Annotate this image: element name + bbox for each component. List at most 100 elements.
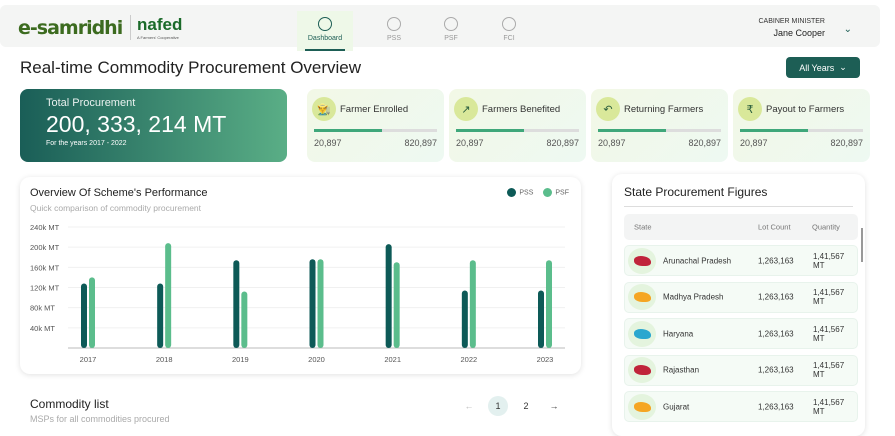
- page-1-button[interactable]: 1: [488, 396, 508, 416]
- bar-psf-2019: [241, 291, 248, 348]
- state-procurement-panel: State Procurement Figures State Lot Coun…: [612, 174, 865, 436]
- coins-icon: [387, 17, 401, 31]
- x-tick-label: 2017: [80, 355, 97, 364]
- page-title: Real-time Commodity Procurement Overview: [20, 58, 362, 77]
- state-map-icon: [628, 247, 656, 274]
- table-row[interactable]: Madhya Pradesh 1,263,163 1,41,567 MT: [624, 281, 858, 313]
- table-row[interactable]: Arunachal Pradesh 1,263,163 1,41,567 MT: [624, 245, 858, 276]
- state-name: Haryana: [663, 329, 694, 338]
- lot-count: 1,263,163: [758, 402, 794, 411]
- card-min: 20,897: [456, 138, 484, 148]
- progress-bar: [740, 129, 863, 132]
- nav-label: PSS: [386, 35, 401, 42]
- quantity: 1,41,567 MT: [813, 397, 845, 416]
- page-2-button[interactable]: 2: [523, 401, 529, 411]
- card-min: 20,897: [740, 138, 768, 148]
- x-tick-label: 2020: [308, 355, 325, 364]
- chart-subtitle: Quick comparison of commodity procuremen…: [30, 203, 202, 213]
- lot-count: 1,263,163: [758, 256, 794, 265]
- bar-psf-2020: [317, 259, 324, 348]
- nav-label: Dashboard: [307, 35, 343, 42]
- col-quantity: Quantity: [812, 222, 840, 232]
- card-title: Farmers Benefited: [482, 103, 561, 115]
- table-header: State Lot Count Quantity: [624, 214, 858, 240]
- user-menu[interactable]: CABINER MINISTER Jane Cooper: [758, 18, 825, 38]
- quantity: 1,41,567 MT: [813, 361, 845, 379]
- commodity-list-title: Commodity list: [30, 397, 109, 411]
- nav-dashboard[interactable]: Dashboard: [297, 11, 353, 51]
- state-map-icon: [628, 320, 656, 347]
- top-bar: e-samridhi nafed A Farmers' Cooperative D…: [0, 5, 880, 51]
- year-filter-label: All Years: [799, 62, 835, 73]
- state-name: Rajasthan: [663, 365, 700, 375]
- scheme-performance-chart: Overview Of Scheme's Performance Quick c…: [20, 177, 581, 374]
- year-filter-dropdown[interactable]: All Years ⌄: [786, 57, 860, 78]
- col-lot-count: Lot Count: [758, 222, 791, 232]
- progress-bar: [314, 129, 437, 132]
- progress-bar: [456, 129, 579, 132]
- rupee-icon: [444, 17, 458, 31]
- bar-pss-2020: [309, 259, 316, 348]
- y-tick-label: 200k MT: [30, 243, 60, 252]
- state-map-icon: [628, 393, 656, 420]
- table-row[interactable]: Rajasthan 1,263,163 1,41,567 MT: [624, 354, 858, 386]
- stat-card: ↶ Returning Farmers 20,897 820,897: [591, 89, 728, 162]
- quantity: 1,41,567 MT: [813, 288, 845, 306]
- commodity-list-subtitle: MSPs for all commodities procured: [30, 414, 170, 424]
- trend-up-icon: ↗: [454, 97, 478, 121]
- x-tick-label: 2022: [460, 355, 477, 364]
- bar-pss-2022: [461, 290, 468, 348]
- bar-pss-2017: [81, 283, 87, 348]
- card-max: 820,897: [830, 138, 863, 148]
- bar-psf-2018: [165, 243, 172, 348]
- table-row[interactable]: Haryana 1,263,163 1,41,567 MT: [624, 318, 858, 349]
- total-label: Total Procurement: [46, 97, 136, 109]
- scrollbar[interactable]: [861, 228, 863, 262]
- card-min: 20,897: [314, 138, 342, 148]
- state-map-icon: [628, 284, 656, 310]
- money-bag-icon: ₹: [738, 97, 762, 121]
- bar-psf-2017: [89, 277, 95, 348]
- nafed-logo: nafed A Farmers' Cooperative: [130, 15, 182, 40]
- quantity: 1,41,567 MT: [813, 324, 845, 343]
- esamridhi-logo: e-samridhi: [18, 17, 123, 39]
- chevron-down-icon[interactable]: ⌄: [843, 24, 852, 35]
- card-title: Payout to Farmers: [766, 103, 845, 115]
- farmer-icon: 👨‍🌾: [312, 97, 336, 121]
- x-tick-label: 2019: [232, 355, 249, 364]
- state-name: Arunachal Pradesh: [663, 256, 732, 265]
- lot-count: 1,263,163: [758, 365, 794, 375]
- next-page-button[interactable]: →: [549, 401, 559, 411]
- y-tick-label: 120k MT: [30, 284, 60, 293]
- prev-page-button[interactable]: ←: [464, 401, 474, 411]
- state-map-icon: [628, 357, 656, 383]
- bar-pss-2021: [385, 244, 392, 348]
- bar-pss-2019: [233, 260, 240, 348]
- divider: [624, 206, 853, 207]
- chart-legend: PSS PSF: [507, 188, 569, 197]
- bar-chart: 40k MT 80k MT 120k MT 160k MT 200k MT 240k MT…: [30, 223, 565, 364]
- bar-psf-2022: [469, 260, 476, 348]
- stat-card: ↗ Farmers Benefited 20,897 820,897: [449, 89, 586, 162]
- state-name: Madhya Pradesh: [663, 292, 724, 302]
- legend-psf: PSF: [543, 188, 569, 197]
- nav-fci[interactable]: FCI: [481, 11, 537, 51]
- x-tick-label: 2021: [384, 355, 401, 364]
- nav-label: FCI: [503, 35, 515, 42]
- bar-psf-2021: [393, 262, 400, 348]
- pie-chart-icon: [318, 17, 332, 31]
- table-row[interactable]: Gujarat 1,263,163 1,41,567 MT: [624, 391, 858, 422]
- bar-pss-2018: [157, 283, 164, 348]
- bowl-icon: [502, 17, 516, 31]
- nav-psf[interactable]: PSF: [423, 11, 479, 51]
- total-procurement-card: Total Procurement 200, 333, 214 MT For t…: [20, 89, 287, 162]
- col-state: State: [634, 222, 652, 232]
- lot-count: 1,263,163: [758, 329, 794, 338]
- card-title: Returning Farmers: [624, 103, 704, 115]
- bar-pss-2023: [538, 290, 544, 348]
- card-title: Farmer Enrolled: [340, 103, 409, 115]
- nav-pss[interactable]: PSS: [366, 11, 422, 51]
- legend-pss: PSS: [507, 188, 533, 197]
- total-value: 200, 333, 214 MT: [46, 111, 227, 137]
- progress-bar: [598, 129, 721, 132]
